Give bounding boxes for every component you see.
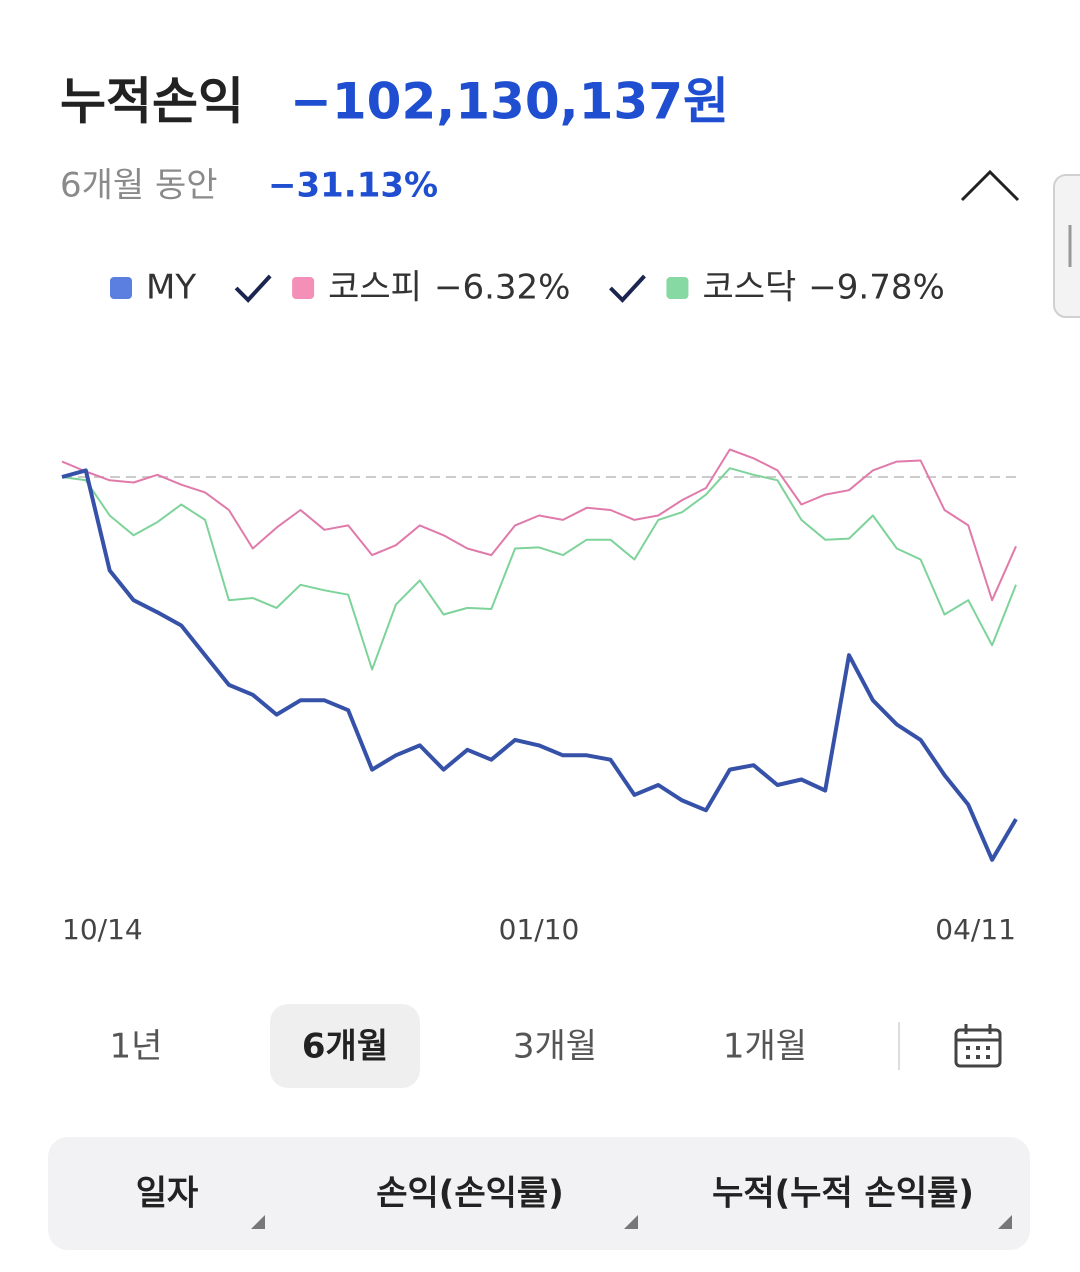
period: 6개월 동안: [60, 166, 218, 206]
legend: MY 코스피 −6.32% 코스닥 −9.78%: [110, 268, 945, 308]
legend-check[interactable]: [234, 274, 272, 303]
period-tab[interactable]: 1년: [110, 1027, 163, 1067]
calendar-button[interactable]: [954, 1024, 1002, 1068]
legend-check[interactable]: [609, 274, 646, 303]
x-tick-label: 01/10: [499, 913, 580, 946]
series-line: [61, 448, 1017, 602]
legend-change: −6.32%: [434, 268, 571, 308]
x-tick-label: 04/11: [935, 913, 1016, 946]
legend-swatch: [666, 277, 689, 299]
series-line: [61, 467, 1017, 671]
column-header[interactable]: 손익(손익률): [376, 1174, 563, 1214]
series-line: [61, 468, 1018, 862]
legend-label: 코스닥: [702, 268, 796, 308]
column-header[interactable]: 누적(누적 손익률): [712, 1174, 974, 1214]
legend-swatch: [292, 277, 315, 299]
legend-label: 코스피: [328, 268, 422, 308]
column-header[interactable]: 일자: [136, 1174, 199, 1214]
rate: −31.13%: [268, 166, 438, 206]
plot: 10/14 01/10 04/11: [61, 448, 1020, 946]
x-tick-label: 10/14: [62, 913, 143, 946]
period-tab[interactable]: 1개월: [723, 1027, 807, 1067]
amount: −102,130,137원: [290, 73, 729, 131]
sort-icon: [998, 1215, 1012, 1229]
period-tab[interactable]: 6개월: [302, 1027, 388, 1067]
legend-label: MY: [146, 268, 196, 308]
period-tab[interactable]: 3개월: [513, 1027, 597, 1067]
sort-icon: [251, 1215, 265, 1229]
sort-icon: [624, 1215, 638, 1229]
table-header: 일자 손익(손익률) 누적(누적 손익률): [136, 1174, 1012, 1229]
scroll-handle[interactable]: [1053, 174, 1080, 318]
collapse-button[interactable]: [960, 169, 1020, 202]
title: 누적손익: [60, 73, 244, 131]
period-tabs: 1년 6개월 3개월 1개월: [110, 1027, 808, 1067]
selected-tab-bg: [270, 1004, 420, 1088]
legend-change: −9.78%: [808, 268, 945, 308]
table-header-bg: [48, 1137, 1030, 1250]
legend-swatch: [110, 277, 132, 299]
